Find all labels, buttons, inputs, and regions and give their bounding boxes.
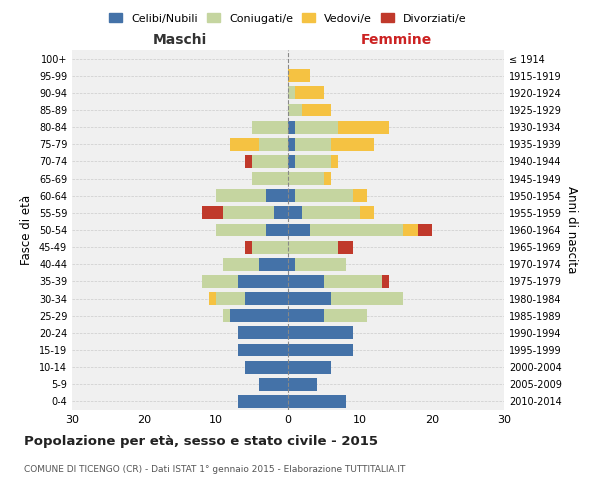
Bar [252, 155, 288, 168]
Bar [302, 206, 360, 220]
Bar [288, 104, 302, 117]
Bar [288, 292, 331, 305]
Bar [216, 292, 245, 305]
Bar [403, 224, 418, 236]
Bar [288, 172, 324, 185]
Bar [259, 378, 288, 390]
Bar [295, 155, 331, 168]
Bar [288, 224, 310, 236]
Bar [223, 206, 274, 220]
Bar [324, 310, 367, 322]
Legend: Celibi/Nubili, Coniugati/e, Vedovi/e, Divorziati/e: Celibi/Nubili, Coniugati/e, Vedovi/e, Di… [105, 9, 471, 28]
Bar [245, 292, 288, 305]
Bar [338, 120, 389, 134]
Bar [266, 190, 288, 202]
Bar [202, 275, 238, 288]
Bar [238, 326, 288, 340]
Bar [331, 155, 338, 168]
Bar [360, 206, 374, 220]
Bar [238, 395, 288, 408]
Bar [274, 206, 288, 220]
Bar [288, 86, 295, 100]
Bar [245, 240, 252, 254]
Bar [295, 86, 324, 100]
Y-axis label: Anni di nascita: Anni di nascita [565, 186, 578, 274]
Bar [295, 258, 346, 270]
Bar [209, 292, 216, 305]
Bar [288, 275, 324, 288]
Y-axis label: Fasce di età: Fasce di età [20, 195, 33, 265]
Text: Popolazione per età, sesso e stato civile - 2015: Popolazione per età, sesso e stato civil… [24, 435, 378, 448]
Bar [245, 360, 288, 374]
Bar [288, 138, 295, 150]
Bar [288, 310, 324, 322]
Bar [230, 138, 259, 150]
Bar [382, 275, 389, 288]
Bar [288, 378, 317, 390]
Bar [216, 224, 266, 236]
Bar [295, 138, 331, 150]
Bar [245, 155, 252, 168]
Bar [288, 120, 295, 134]
Bar [295, 120, 338, 134]
Bar [223, 310, 230, 322]
Bar [331, 138, 374, 150]
Bar [230, 310, 288, 322]
Bar [252, 172, 288, 185]
Bar [252, 240, 288, 254]
Bar [288, 360, 331, 374]
Bar [288, 240, 338, 254]
Bar [238, 275, 288, 288]
Bar [288, 70, 310, 82]
Bar [338, 240, 353, 254]
Bar [418, 224, 432, 236]
Bar [238, 344, 288, 356]
Text: Femmine: Femmine [361, 32, 431, 46]
Bar [288, 326, 353, 340]
Bar [353, 190, 367, 202]
Bar [288, 190, 295, 202]
Bar [288, 155, 295, 168]
Bar [331, 292, 403, 305]
Text: Maschi: Maschi [153, 32, 207, 46]
Bar [216, 190, 266, 202]
Bar [288, 206, 302, 220]
Bar [302, 104, 331, 117]
Bar [324, 172, 331, 185]
Bar [223, 258, 259, 270]
Bar [202, 206, 223, 220]
Bar [259, 138, 288, 150]
Bar [324, 275, 382, 288]
Bar [259, 258, 288, 270]
Bar [288, 344, 353, 356]
Bar [310, 224, 403, 236]
Bar [266, 224, 288, 236]
Bar [288, 395, 346, 408]
Bar [252, 120, 288, 134]
Text: COMUNE DI TICENGO (CR) - Dati ISTAT 1° gennaio 2015 - Elaborazione TUTTITALIA.IT: COMUNE DI TICENGO (CR) - Dati ISTAT 1° g… [24, 465, 406, 474]
Bar [288, 258, 295, 270]
Bar [295, 190, 353, 202]
